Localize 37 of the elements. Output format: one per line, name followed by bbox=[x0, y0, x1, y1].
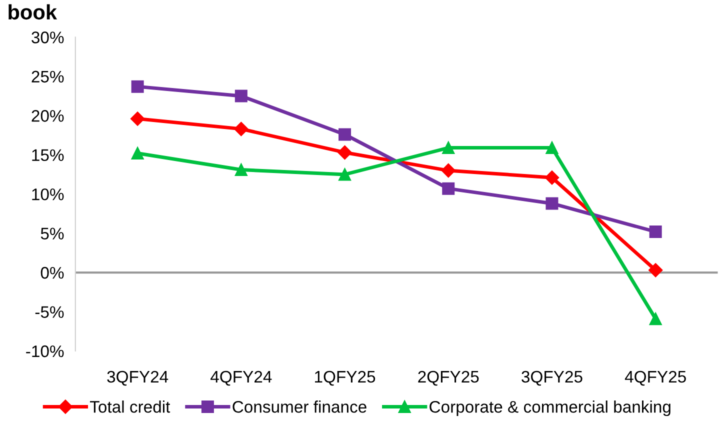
x-tick-label: 4QFY24 bbox=[210, 370, 272, 386]
point bbox=[130, 112, 145, 126]
point bbox=[234, 90, 248, 102]
legend-label: Total credit bbox=[90, 400, 170, 413]
point bbox=[649, 312, 662, 326]
y-tick-label: -5% bbox=[35, 306, 64, 318]
point bbox=[338, 145, 352, 160]
point bbox=[546, 197, 558, 210]
point bbox=[649, 225, 662, 238]
point bbox=[131, 80, 144, 93]
point bbox=[544, 170, 560, 185]
point bbox=[131, 147, 144, 160]
point bbox=[648, 263, 663, 278]
point bbox=[546, 142, 558, 154]
y-tick-label: 0% bbox=[40, 266, 64, 279]
x-tick-label: 2QFY25 bbox=[418, 370, 479, 386]
x-tick-label: 3QFY24 bbox=[107, 370, 168, 386]
y-tick-label: 20% bbox=[32, 110, 64, 122]
point bbox=[338, 168, 352, 181]
y-tick-label: 15% bbox=[32, 149, 64, 162]
point bbox=[234, 164, 248, 176]
point bbox=[234, 122, 248, 136]
chart-title: book bbox=[8, 4, 58, 20]
point bbox=[441, 163, 456, 178]
x-tick-label: 1QFY25 bbox=[315, 370, 376, 386]
point bbox=[442, 182, 455, 195]
y-tick-label: 10% bbox=[32, 188, 64, 200]
y-tick-label: 5% bbox=[40, 228, 64, 240]
point bbox=[442, 142, 455, 154]
legend-label: Consumer finance bbox=[232, 400, 366, 413]
y-tick-label: 25% bbox=[32, 70, 64, 83]
point bbox=[338, 128, 352, 141]
legend-label: Corporate & commercial banking bbox=[430, 400, 670, 416]
x-tick-label: 3QFY25 bbox=[522, 370, 582, 386]
y-tick-label: 30% bbox=[32, 32, 64, 44]
x-tick-label: 4QFY25 bbox=[624, 370, 686, 386]
y-tick-label: -10% bbox=[26, 345, 64, 358]
